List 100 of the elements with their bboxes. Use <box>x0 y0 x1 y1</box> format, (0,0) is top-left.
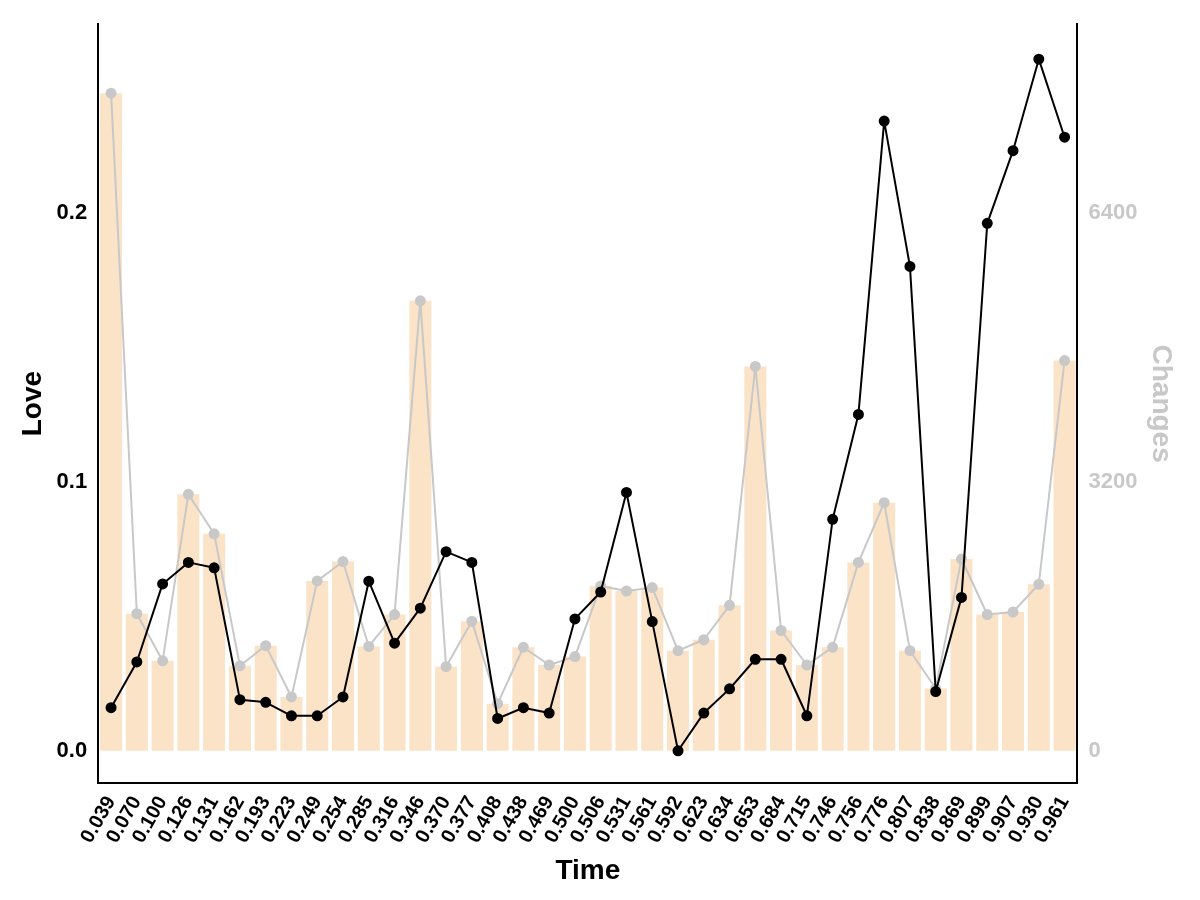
point <box>440 661 452 673</box>
bar <box>770 630 793 751</box>
point <box>182 488 194 500</box>
bar <box>512 647 535 751</box>
point <box>363 640 375 652</box>
point <box>775 625 787 637</box>
point <box>337 556 349 568</box>
point <box>569 613 581 625</box>
bar <box>873 502 896 751</box>
point <box>182 556 194 568</box>
point <box>234 660 246 672</box>
point <box>389 637 401 649</box>
point <box>775 653 787 665</box>
point <box>827 641 839 653</box>
point <box>285 710 297 722</box>
x-axis-title: Time <box>555 853 621 885</box>
bar <box>563 656 586 751</box>
bar <box>1053 360 1076 751</box>
point <box>466 615 478 627</box>
point <box>131 608 143 620</box>
point <box>208 562 220 574</box>
bar <box>641 587 664 751</box>
point <box>852 556 864 568</box>
point <box>105 87 117 99</box>
bar <box>125 613 148 751</box>
point <box>492 712 504 724</box>
point <box>337 691 349 703</box>
point <box>1059 131 1071 143</box>
point <box>672 745 684 757</box>
point <box>517 641 529 653</box>
point <box>157 578 169 590</box>
bar <box>177 494 200 751</box>
bar <box>692 639 715 751</box>
point <box>363 575 375 587</box>
point <box>543 707 555 719</box>
bar <box>718 605 741 751</box>
bar <box>203 533 226 751</box>
bar <box>151 660 174 751</box>
point <box>620 486 632 498</box>
point <box>234 694 246 706</box>
point <box>1007 606 1019 618</box>
bar <box>667 650 690 751</box>
bar <box>306 580 329 751</box>
point <box>878 497 890 509</box>
point <box>981 609 993 621</box>
point <box>517 702 529 714</box>
bar <box>924 688 947 751</box>
point <box>569 651 581 663</box>
bar <box>460 621 483 751</box>
bar <box>744 366 767 751</box>
bar <box>357 646 380 751</box>
point <box>904 260 916 272</box>
y-tick-label: 0.0 <box>56 736 88 762</box>
point <box>724 599 736 611</box>
point <box>878 115 890 127</box>
point <box>208 528 220 540</box>
point <box>698 634 710 646</box>
point <box>749 653 761 665</box>
point <box>1033 53 1045 65</box>
bar <box>589 585 612 751</box>
point <box>672 645 684 657</box>
point <box>414 602 426 614</box>
bar <box>409 300 432 751</box>
bar <box>100 93 123 751</box>
bar <box>1002 612 1025 751</box>
point <box>1033 578 1045 590</box>
y-tick-label: 0.1 <box>56 467 88 493</box>
point <box>801 710 813 722</box>
bar <box>950 559 973 751</box>
point <box>827 513 839 525</box>
point <box>311 575 323 587</box>
point <box>852 408 864 420</box>
point <box>285 691 297 703</box>
y-tick-label: 0.2 <box>56 198 88 224</box>
point <box>904 645 916 657</box>
point <box>1007 145 1019 157</box>
bar <box>615 590 638 751</box>
point <box>260 640 272 652</box>
point <box>131 656 143 668</box>
bar <box>435 666 458 751</box>
point <box>543 659 555 671</box>
bar <box>254 645 277 751</box>
point <box>801 659 813 671</box>
bar <box>331 561 355 751</box>
point <box>595 586 607 598</box>
bar <box>383 614 406 751</box>
point <box>646 582 658 594</box>
point <box>749 360 761 372</box>
point <box>157 655 169 667</box>
point <box>955 591 967 603</box>
bar <box>821 647 844 751</box>
point <box>440 546 452 558</box>
point <box>620 585 632 597</box>
point <box>311 710 323 722</box>
point <box>466 556 478 568</box>
point <box>260 696 272 708</box>
bar <box>898 650 921 751</box>
y-axis-title: Love <box>15 370 47 437</box>
point <box>646 616 658 628</box>
point <box>389 609 401 621</box>
